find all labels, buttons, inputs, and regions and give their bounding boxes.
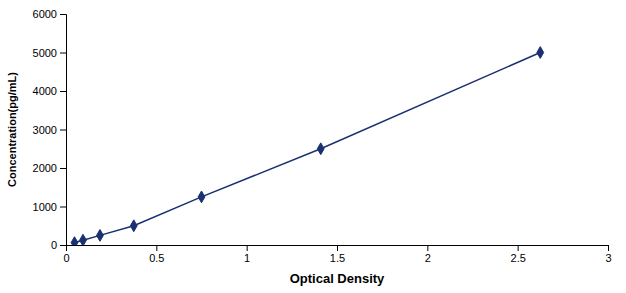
y-tick-label: 1000 xyxy=(33,201,57,213)
y-tick: 3000 xyxy=(33,124,66,136)
x-tick-mark xyxy=(518,245,519,251)
y-tick: 6000 xyxy=(33,8,66,20)
y-tick-label: 0 xyxy=(51,239,57,251)
x-tick-mark xyxy=(337,245,338,251)
x-axis: 0 0.5 1 1.5 2 2.5 3 xyxy=(63,245,611,264)
x-axis-line xyxy=(67,246,609,252)
x-tick-label: 0 xyxy=(63,252,69,264)
y-tick-mark xyxy=(60,207,66,208)
point xyxy=(71,237,78,245)
x-tick: 1.5 xyxy=(330,245,345,264)
y-axis: 0 1000 2000 3000 4000 5000 6000 xyxy=(33,8,67,251)
y-axis-title: Concentration(pg/mL) xyxy=(6,72,18,187)
y-tick: 5000 xyxy=(33,47,66,59)
x-tick-label: 3 xyxy=(605,252,611,264)
x-tick-label: 2.5 xyxy=(511,252,526,264)
line xyxy=(74,53,540,243)
x-tick-label: 1.5 xyxy=(330,252,345,264)
y-tick-label: 3000 xyxy=(33,124,57,136)
point xyxy=(130,220,137,232)
y-tick-mark xyxy=(60,14,66,15)
y-tick-label: 2000 xyxy=(33,162,57,174)
plot-area: 0 0.5 1 1.5 2 2.5 3 0 1000 2000 3000 4000 5000 6000 Op… xyxy=(6,8,612,286)
x-tick-mark xyxy=(156,245,157,251)
y-tick-mark xyxy=(60,91,66,92)
point xyxy=(317,143,324,155)
x-tick: 2.5 xyxy=(511,245,526,264)
x-tick-label: 2 xyxy=(425,252,431,264)
y-tick: 1000 xyxy=(33,201,66,213)
point xyxy=(537,47,544,59)
y-tick: 0 xyxy=(51,239,66,251)
x-tick-mark xyxy=(608,245,609,251)
point xyxy=(80,234,87,245)
y-tick-mark xyxy=(60,168,66,169)
y-tick: 4000 xyxy=(33,85,66,97)
x-tick: 3 xyxy=(605,245,611,264)
x-tick-label: 0.5 xyxy=(149,252,164,264)
x-tick: 1 xyxy=(244,245,250,264)
x-tick-label: 1 xyxy=(244,252,250,264)
data-layer xyxy=(71,47,544,245)
x-tick-mark xyxy=(247,245,248,251)
x-axis-title: Optical Density xyxy=(290,271,385,286)
y-tick-label: 4000 xyxy=(33,85,57,97)
y-tick-label: 6000 xyxy=(33,8,57,20)
x-tick: 2 xyxy=(425,245,431,264)
y-tick: 2000 xyxy=(33,162,66,174)
point xyxy=(97,229,104,241)
y-tick-mark xyxy=(60,245,66,246)
point xyxy=(198,191,205,203)
x-tick: 0 xyxy=(63,245,69,264)
y-tick-mark xyxy=(60,53,66,54)
y-tick-label: 5000 xyxy=(33,47,57,59)
chart: 0 0.5 1 1.5 2 2.5 3 0 1000 2000 3000 4000 5000 6000 Op… xyxy=(0,0,626,293)
x-tick-mark xyxy=(427,245,428,251)
y-axis-line xyxy=(60,15,67,246)
x-tick: 0.5 xyxy=(149,245,164,264)
y-tick-mark xyxy=(60,130,66,131)
